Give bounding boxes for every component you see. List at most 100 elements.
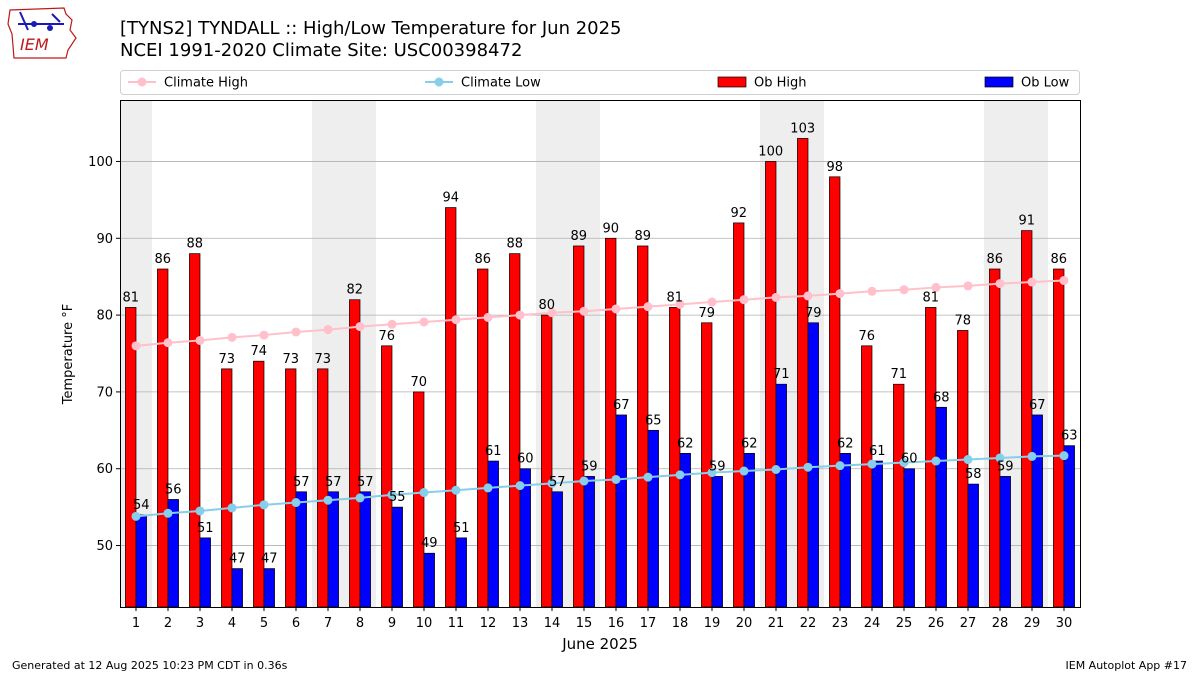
x-tick-label-2: 2 (164, 616, 172, 631)
ob-low-label-day-29: 67 (1029, 398, 1046, 413)
ob-low-bar-day-1 (135, 514, 147, 608)
ob-low-label-day-24: 61 (869, 444, 886, 459)
climate-high-point-day-14 (547, 308, 557, 318)
ob-low-label-day-12: 61 (485, 444, 502, 459)
ob-low-label-day-9: 55 (389, 490, 406, 505)
legend-label-0: Climate High (164, 76, 248, 91)
climate-high-point-day-23 (835, 289, 845, 299)
climate-high-point-day-13 (515, 310, 525, 320)
ob-high-bar-day-15 (573, 245, 585, 608)
climate-high-point-day-16 (611, 304, 621, 314)
ob-high-label-day-8: 82 (346, 283, 363, 298)
ob-high-bar-day-24 (861, 345, 873, 608)
ob-high-label-day-27: 78 (954, 313, 971, 328)
ob-low-bar-day-6 (295, 491, 307, 608)
x-tick-label-30: 30 (1056, 616, 1073, 631)
ob-low-label-day-21: 71 (773, 367, 790, 382)
ob-high-bar-day-13 (509, 253, 521, 608)
climate-low-point-day-7 (323, 495, 333, 505)
climate-high-point-day-8 (355, 322, 365, 332)
ob-low-bar-day-16 (615, 414, 627, 608)
ob-low-bar-day-26 (935, 406, 947, 608)
climate-low-point-day-8 (355, 493, 365, 503)
climate-high-point-day-27 (963, 281, 973, 291)
ob-high-label-day-2: 86 (154, 252, 171, 267)
ob-low-label-day-28: 59 (997, 459, 1014, 474)
x-tick-label-9: 9 (388, 616, 396, 631)
y-tick-label-90: 90 (96, 232, 113, 247)
ob-high-label-day-17: 89 (634, 229, 651, 244)
climate-low-point-day-26 (931, 456, 941, 466)
ob-high-label-day-11: 94 (442, 191, 459, 206)
ob-low-bar-day-3 (199, 537, 211, 608)
y-tick-label-80: 80 (96, 309, 113, 324)
y-tick-label-100: 100 (88, 155, 113, 170)
climate-high-point-day-29 (1027, 277, 1037, 287)
climate-high-point-day-30 (1059, 276, 1069, 286)
x-tick-label-16: 16 (608, 616, 625, 631)
x-tick-label-23: 23 (832, 616, 849, 631)
ob-high-bar-day-20 (733, 222, 745, 608)
ob-high-bar-day-28 (989, 268, 1001, 608)
x-tick-label-3: 3 (196, 616, 204, 631)
ob-high-bar-day-25 (893, 383, 905, 608)
x-tick-label-7: 7 (324, 616, 332, 631)
ob-high-label-day-28: 86 (986, 252, 1003, 267)
ob-high-bar-day-11 (445, 207, 457, 608)
climate-low-point-day-21 (771, 464, 781, 474)
climate-high-point-day-10 (419, 317, 429, 327)
ob-high-bar-day-9 (381, 345, 393, 608)
climate-high-point-day-2 (163, 338, 173, 348)
ob-high-label-day-3: 88 (186, 237, 203, 252)
climate-low-point-day-13 (515, 481, 525, 491)
climate-low-point-day-19 (707, 468, 717, 478)
ob-low-label-day-11: 51 (453, 521, 470, 536)
y-axis-label: Temperature °F (61, 304, 76, 405)
climate-low-point-day-15 (579, 476, 589, 486)
ob-high-label-day-19: 79 (698, 306, 715, 321)
ob-low-label-day-14: 57 (549, 475, 566, 490)
ob-low-bar-day-15 (583, 476, 595, 608)
ob-low-label-day-15: 59 (581, 459, 598, 474)
x-tick-label-25: 25 (896, 616, 913, 631)
ob-high-label-day-18: 81 (666, 290, 683, 305)
ob-low-label-day-25: 60 (901, 452, 918, 467)
climate-high-point-day-21 (771, 292, 781, 302)
x-tick-label-21: 21 (768, 616, 785, 631)
ob-low-label-day-16: 67 (613, 398, 630, 413)
climate-lines (131, 276, 1069, 521)
ob-high-bar-day-29 (1021, 230, 1033, 608)
climate-low-point-day-5 (259, 500, 269, 510)
ob-low-bar-day-29 (1031, 414, 1043, 608)
climate-low-point-day-18 (675, 470, 685, 480)
ob-low-bar-day-7 (327, 491, 339, 608)
climate-low-point-day-29 (1027, 451, 1037, 461)
ob-low-label-day-10: 49 (421, 536, 438, 551)
ob-high-label-day-23: 98 (826, 160, 843, 175)
ob-high-label-day-22: 103 (790, 121, 815, 136)
legend-swatch-bar-2 (717, 76, 747, 88)
climate-low-point-day-12 (483, 483, 493, 493)
climate-high-point-day-3 (195, 335, 205, 345)
x-tick-label-6: 6 (292, 616, 300, 631)
climate-low-point-day-28 (995, 453, 1005, 463)
x-tick-label-20: 20 (736, 616, 753, 631)
climate-high-point-day-1 (131, 341, 141, 351)
climate-low-point-day-24 (867, 459, 877, 469)
app-label: IEM Autoplot App #17 (1065, 659, 1188, 672)
ob-low-label-day-27: 58 (965, 467, 982, 482)
climate-high-point-day-24 (867, 286, 877, 296)
ob-low-label-day-18: 62 (677, 436, 694, 451)
climate-low-point-day-11 (451, 485, 461, 495)
ob-high-label-day-7: 73 (314, 352, 331, 367)
ob-low-label-day-6: 57 (293, 475, 310, 490)
x-tick-label-28: 28 (992, 616, 1009, 631)
ob-low-bar-day-19 (711, 476, 723, 608)
legend: Climate High Climate Low Ob High Ob Low (120, 70, 1080, 95)
legend-swatch-bar-3 (984, 76, 1014, 88)
climate-low-point-day-22 (803, 462, 813, 472)
climate-high-point-day-7 (323, 325, 333, 335)
climate-low-point-day-30 (1059, 451, 1069, 461)
climate-high-point-day-11 (451, 315, 461, 325)
ob-low-bar-day-28 (999, 476, 1011, 608)
